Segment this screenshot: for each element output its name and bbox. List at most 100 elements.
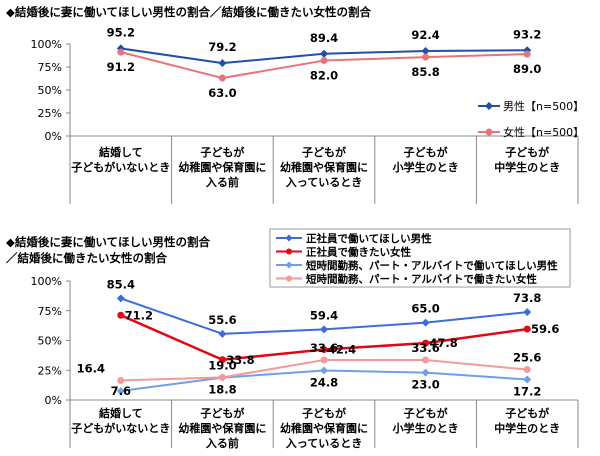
data-label: 85.8 [411, 65, 439, 79]
legend-marker [286, 248, 292, 255]
x-category-label: 子どもが幼稚園や保育園に入る前 [178, 145, 266, 189]
x-category-label-line: 結婚して [99, 145, 143, 159]
series-1-point [421, 46, 430, 55]
legend-label-1: 正社員で働いてほしい男性 [306, 232, 432, 245]
legend-marker [485, 102, 493, 110]
x-category-label-line: 入っているとき [286, 437, 362, 450]
data-label: 16.4 [77, 361, 105, 375]
y-tick-label: 0% [45, 130, 62, 143]
series-2-point [218, 356, 226, 364]
x-category-label-line: 小学生のとき [392, 421, 459, 435]
legend-label-1: 男性【n=500】 [503, 99, 584, 113]
series-4-point [320, 356, 328, 364]
data-label: 18.8 [208, 383, 236, 397]
data-label: 93.2 [513, 27, 541, 41]
x-category-label: 子どもが中学生のとき [494, 145, 560, 174]
x-category-label: 子どもが幼稚園や保育園に入っているとき [280, 145, 368, 189]
data-label: 89.4 [310, 31, 338, 45]
series-2-point [422, 53, 430, 61]
legend-label-3: 短時間勤務、パート・アルバイトで働いてほしい男性 [306, 259, 558, 272]
data-label: 55.6 [208, 313, 236, 327]
y-tick-label: 25% [38, 364, 62, 377]
x-category-label-line: 幼稚園や保育園に [280, 421, 368, 435]
y-tick-label: 50% [38, 84, 62, 97]
x-category-label-line: 幼稚園や保育園に [178, 160, 266, 174]
x-category-label-line: 入る前 [206, 436, 239, 450]
series-2-point [523, 325, 531, 333]
y-tick-label: 75% [38, 61, 62, 74]
data-label: 17.2 [513, 385, 541, 399]
series-1-point [320, 49, 328, 58]
x-category-label: 子どもが小学生のとき [392, 145, 459, 174]
series-2-point [218, 74, 226, 82]
x-category-label-line: 子どもがいないとき [71, 421, 170, 435]
x-category-label: 結婚して子どもがいないとき [71, 406, 170, 435]
data-label: 63.0 [208, 86, 236, 100]
data-label: 24.8 [310, 375, 338, 389]
data-label: 65.0 [411, 302, 439, 316]
series-2-point [422, 339, 430, 347]
y-tick-label: 0% [45, 394, 62, 407]
series-1-point [116, 294, 125, 303]
y-tick-label: 75% [38, 305, 62, 318]
x-category-label-line: 子どもが [404, 145, 448, 159]
series-1-point [218, 59, 227, 68]
data-label: 95.2 [107, 25, 135, 39]
series-2-point [117, 48, 125, 56]
legend-label-2: 女性【n=500】 [503, 125, 584, 139]
chart2: 100%75%50%25%0%結婚して子どもがいないとき子どもが幼稚園や保育園に… [31, 228, 579, 450]
x-category-label: 結婚して子どもがいないとき [71, 145, 170, 174]
legend-label-4: 短時間勤務、パート・アルバイトで働きたい女性 [306, 273, 537, 286]
y-tick-label: 100% [31, 275, 62, 288]
series-3-point [421, 368, 430, 377]
data-label: 33.6 [310, 341, 338, 355]
data-label: 7.6 [111, 384, 131, 398]
data-label: 47.8 [429, 336, 457, 350]
x-category-label-line: 中学生のとき [494, 160, 560, 174]
legend-marker [485, 128, 493, 136]
x-category-label-line: 子どもが [505, 145, 549, 159]
y-tick-label: 100% [31, 38, 62, 51]
series-4-point [523, 366, 531, 374]
data-label: 71.2 [125, 308, 153, 322]
series-1-point [218, 329, 227, 338]
legend-box [269, 228, 571, 288]
series-2-point [523, 50, 531, 58]
x-category-label-line: 入る前 [206, 175, 239, 189]
x-category-label: 子どもが中学生のとき [494, 406, 560, 435]
series-3-point [523, 375, 532, 384]
x-category-label-line: 子どもがいないとき [71, 160, 170, 174]
series-2-point [117, 311, 125, 319]
x-category-label-line: 子どもが [200, 406, 244, 420]
x-category-label-line: 小学生のとき [392, 160, 459, 174]
legend-marker [285, 234, 293, 242]
series-4-point [422, 356, 430, 364]
data-label: 33.8 [226, 353, 254, 367]
series-3-point [320, 366, 328, 375]
data-label: 89.0 [513, 62, 541, 76]
x-category-label: 子どもが幼稚園や保育園に入っているとき [280, 406, 368, 450]
data-label: 23.0 [411, 378, 439, 392]
legend-label-2: 正社員で働きたい女性 [306, 246, 411, 259]
data-label: 79.2 [208, 40, 236, 54]
series-2-point [320, 346, 328, 354]
y-tick-label: 25% [38, 107, 62, 120]
series-4-point [117, 376, 125, 384]
x-category-label-line: 幼稚園や保育園に [178, 421, 266, 435]
x-category-label: 子どもが小学生のとき [392, 406, 459, 435]
x-category-label-line: 中学生のとき [494, 421, 560, 435]
series-2-point [320, 57, 328, 65]
data-label: 82.0 [310, 69, 338, 83]
data-label: 59.4 [310, 308, 338, 322]
chart1-title: ◆結婚後に妻に働いてほしい男性の割合／結婚後に働きたい女性の割合 [6, 5, 371, 19]
y-tick-label: 50% [38, 335, 62, 348]
x-category-label-line: 子どもが [200, 145, 244, 159]
series-1-point [320, 325, 328, 334]
x-category-label-line: 入っているとき [286, 176, 362, 189]
data-label: 85.4 [107, 277, 135, 291]
data-label: 59.6 [531, 322, 559, 336]
data-label: 92.4 [411, 28, 439, 42]
data-label: 33.6 [411, 341, 439, 355]
series-1-point [523, 308, 532, 317]
